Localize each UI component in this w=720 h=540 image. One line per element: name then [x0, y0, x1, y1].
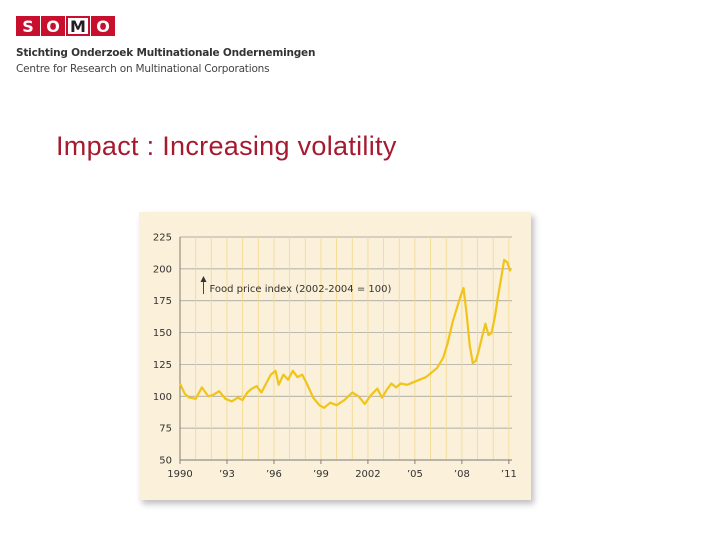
y-tick-label: 200: [153, 264, 172, 275]
series-line: [179, 258, 512, 409]
x-tick-label: ’96: [266, 469, 282, 480]
logo-letter: M: [66, 16, 90, 36]
x-tick-label: ’93: [219, 469, 235, 480]
chart-panel: 50 75 100 125 150 175 200 225 1990 ’93 ’96 ’99 2002 ’…: [139, 212, 531, 500]
x-tick-label: 2002: [355, 469, 380, 480]
x-tick-label: ’08: [454, 469, 470, 480]
y-tick-label: 225: [153, 233, 172, 244]
y-tick-label: 175: [153, 296, 172, 307]
slide-title: Impact : Increasing volatility: [56, 131, 397, 161]
x-tick-label: ’05: [407, 469, 423, 480]
y-tick-label: 125: [153, 360, 172, 371]
x-tick-label: 1990: [167, 469, 192, 480]
annotation-arrowhead: [200, 275, 207, 282]
x-tick-label: ’99: [313, 469, 329, 480]
y-tick-label: 150: [153, 328, 172, 339]
y-tick-label: 75: [159, 424, 172, 435]
org-subtitle: Centre for Research on Multinational Cor…: [16, 63, 270, 75]
food-price-chart: 50 75 100 125 150 175 200 225 1990 ’93 ’96 ’99 2002 ’…: [153, 233, 517, 481]
chart-annotation: Food price index (2002-2004 = 100): [209, 284, 391, 295]
x-tick-label: ’11: [501, 469, 517, 480]
logo-letter: S: [16, 16, 40, 36]
logo-letter: O: [41, 16, 65, 36]
y-tick-label: 50: [159, 456, 172, 467]
logo-letter: O: [91, 16, 115, 36]
y-tick-label: 100: [153, 392, 172, 403]
somo-logo: S O M O: [16, 16, 116, 36]
org-name: Stichting Onderzoek Multinationale Onder…: [16, 47, 316, 59]
